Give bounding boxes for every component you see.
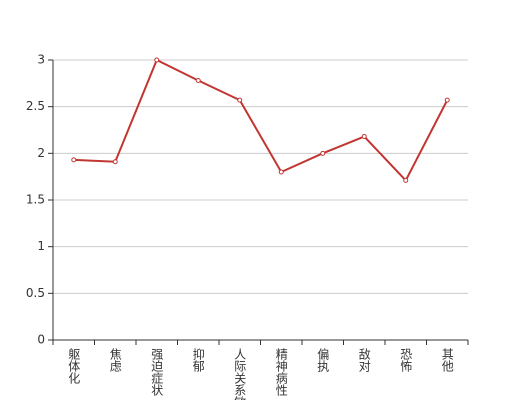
y-tick-label: 0 xyxy=(37,333,45,347)
point xyxy=(403,177,409,183)
point xyxy=(361,134,367,140)
y-tick-label: 0.5 xyxy=(26,286,45,300)
point xyxy=(444,97,450,103)
x-tick-label: 人际关系敏感 xyxy=(233,348,247,400)
point xyxy=(278,169,284,175)
x-tick-label: 偏执 xyxy=(316,347,330,373)
x-tick-label: 焦虑 xyxy=(108,348,122,372)
x-tick-label: 强迫症状 xyxy=(150,348,164,396)
point xyxy=(237,97,243,103)
point xyxy=(320,150,326,156)
point xyxy=(71,157,77,163)
x-tick-label: 恐怖 xyxy=(399,348,413,372)
x-tick-label: 躯体化 xyxy=(67,347,81,385)
x-tick-label: 抑郁 xyxy=(191,347,205,373)
y-tick-label: 1 xyxy=(37,239,45,253)
x-tick-label: 敌对 xyxy=(357,347,371,372)
x-tick-label: 精神病性 xyxy=(274,348,288,397)
line xyxy=(73,58,449,183)
y-tick-label: 3 xyxy=(37,53,45,67)
point xyxy=(154,57,160,63)
x-tick-label: 其他 xyxy=(440,348,454,372)
y-tick-label: 2 xyxy=(37,146,45,160)
point xyxy=(112,159,118,165)
y-tick-label: 1.5 xyxy=(26,193,45,207)
point xyxy=(195,78,201,84)
y-tick-label: 2.5 xyxy=(26,99,45,113)
